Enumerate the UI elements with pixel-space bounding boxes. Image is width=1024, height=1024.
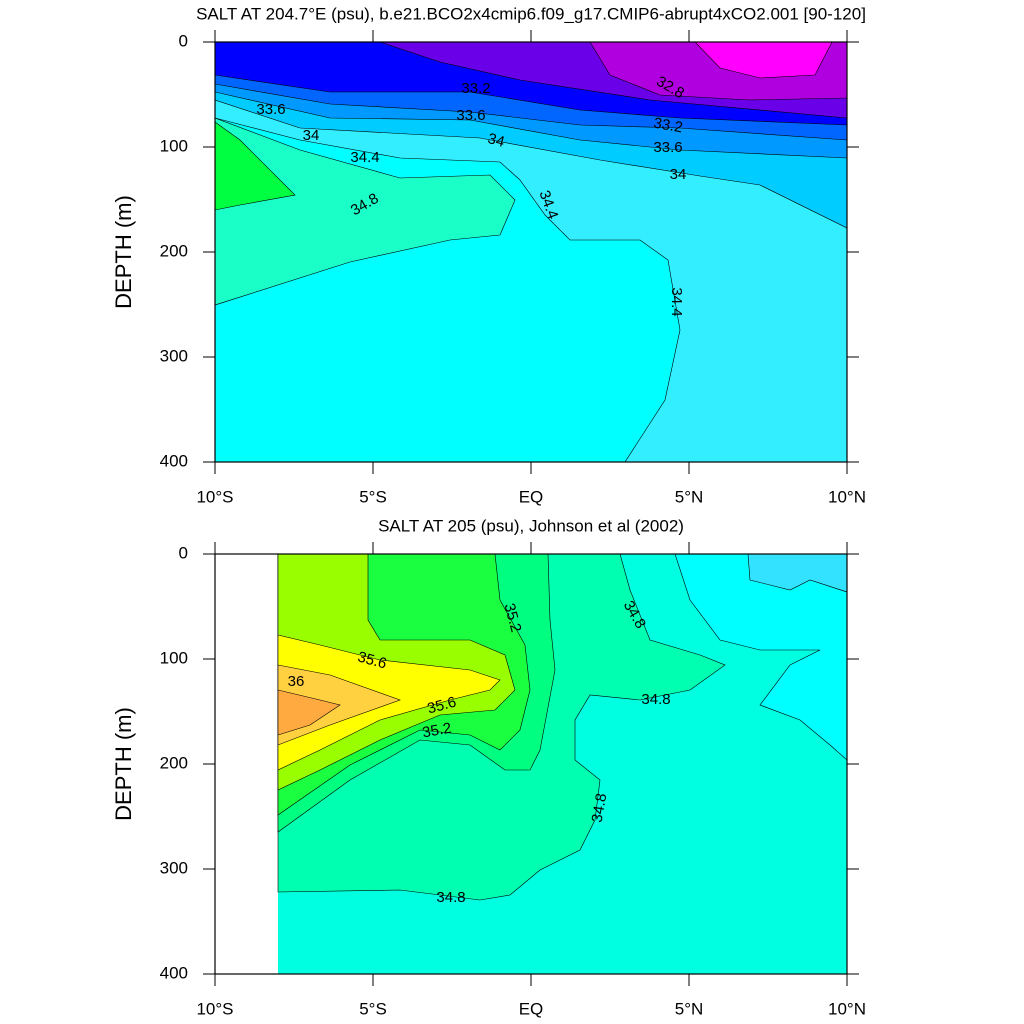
contour-label: 33.6 [653, 139, 682, 156]
y-tick-label: 0 [179, 543, 188, 562]
contour-label: 34.8 [436, 889, 465, 906]
x-tick-label: 5°N [675, 999, 704, 1018]
contour-label: 34 [486, 130, 507, 151]
plot-area [215, 42, 847, 462]
contour-label: 35.2 [501, 602, 525, 635]
contour-label: 34.4 [668, 287, 685, 316]
contour-fill [674, 554, 847, 761]
contour-label: 33.6 [256, 101, 285, 118]
contour-label: 35.6 [356, 648, 389, 672]
y-tick-label: 100 [160, 136, 188, 155]
y-axis-label: DEPTH (m) [111, 195, 136, 309]
chart-title: SALT AT 204.7°E (psu), b.e21.BCO2x4cmip6… [196, 4, 866, 23]
y-tick-label: 400 [160, 963, 188, 982]
y-tick-label: 400 [160, 451, 188, 470]
x-tick-label: 5°S [359, 999, 387, 1018]
x-tick-label: 10°S [196, 487, 233, 506]
chart-title: SALT AT 205 (psu), Johnson et al (2002) [378, 516, 684, 535]
contour-label: 35.2 [421, 720, 453, 742]
contour-label: 34.8 [641, 691, 670, 708]
x-tick-label: 10°N [828, 487, 866, 506]
y-tick-label: 300 [160, 858, 188, 877]
plot-area [277, 554, 847, 974]
contour-fill [215, 117, 516, 306]
contour-label: 34 [303, 127, 320, 144]
x-tick-label: 5°S [359, 487, 387, 506]
contour-fill [694, 42, 833, 79]
x-tick-label: EQ [519, 487, 544, 506]
contour-label: 34.8 [589, 792, 611, 824]
contour-label: 36 [288, 673, 305, 690]
contour-label: 34.4 [350, 149, 379, 166]
y-tick-label: 0 [179, 31, 188, 50]
contour-fill [747, 554, 847, 593]
y-tick-label: 300 [160, 346, 188, 365]
x-tick-label: EQ [519, 999, 544, 1018]
x-tick-label: 5°N [675, 487, 704, 506]
x-tick-label: 10°N [828, 999, 866, 1018]
contour-label: 33.6 [456, 107, 485, 124]
contour-label: 33.2 [652, 115, 684, 137]
y-tick-label: 200 [160, 753, 188, 772]
contour-label: 33.2 [461, 80, 490, 97]
x-tick-label: 10°S [196, 999, 233, 1018]
contour-fill [277, 689, 341, 736]
y-tick-label: 100 [160, 648, 188, 667]
contour-label: 34 [670, 166, 687, 183]
contour-fill [215, 121, 296, 211]
y-axis-label: DEPTH (m) [111, 707, 136, 821]
y-tick-label: 200 [160, 241, 188, 260]
contour-label: 35.6 [426, 693, 459, 717]
